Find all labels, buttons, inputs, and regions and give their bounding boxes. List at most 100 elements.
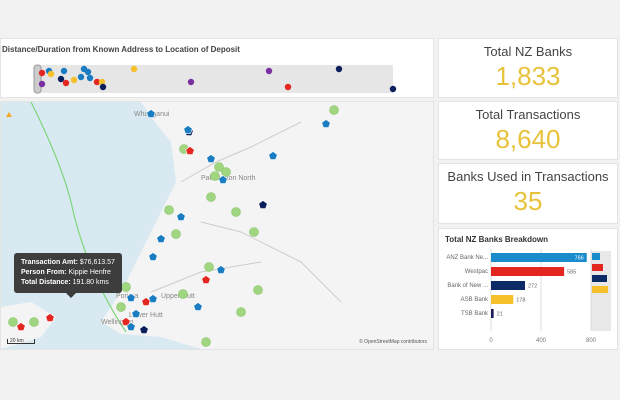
map-place-label: Palmerston North — [201, 175, 256, 182]
scatter-point[interactable] — [84, 68, 92, 76]
bank-marker[interactable] — [206, 192, 216, 202]
transaction-marker[interactable] — [268, 151, 278, 160]
transaction-marker[interactable] — [201, 275, 211, 284]
scatter-point[interactable] — [130, 65, 138, 73]
x-tick-label: 400 — [536, 338, 547, 344]
scatter-point[interactable] — [99, 83, 107, 91]
bar[interactable] — [491, 309, 494, 318]
map-tooltip: Transaction Amt: $76,613.57 Person From:… — [14, 253, 122, 298]
transaction-marker[interactable] — [321, 119, 331, 128]
transaction-marker[interactable] — [193, 302, 203, 311]
map-place-label: Lower Hutt — [129, 312, 163, 319]
distance-chart-panel: Distance/Duration from Known Address to … — [0, 38, 434, 98]
transaction-marker[interactable] — [121, 317, 131, 326]
bank-marker[interactable] — [236, 307, 246, 317]
category-label: Westpac — [465, 269, 488, 275]
category-label: ANZ Bank Ne... — [446, 255, 488, 261]
bank-marker[interactable] — [121, 282, 131, 292]
transaction-marker[interactable] — [218, 175, 228, 184]
scatter-track — [36, 65, 393, 93]
scatter-point[interactable] — [98, 78, 106, 86]
bank-marker[interactable] — [221, 167, 231, 177]
bar[interactable] — [491, 295, 514, 304]
bank-marker[interactable] — [8, 317, 18, 327]
scatter-point[interactable] — [265, 67, 273, 75]
scatter-point[interactable] — [77, 73, 85, 81]
bank-marker[interactable] — [329, 105, 339, 115]
scatter-point[interactable] — [38, 69, 46, 77]
data-label: 766 — [575, 256, 584, 262]
scatter-point[interactable] — [284, 83, 292, 91]
map-attribution[interactable]: © OpenStreetMap contributors — [359, 339, 427, 345]
distance-chart-title: Distance/Duration from Known Address to … — [2, 45, 240, 54]
scatter-point[interactable] — [389, 85, 397, 93]
bank-marker[interactable] — [116, 302, 126, 312]
range-handle[interactable] — [33, 64, 42, 94]
scatter-point[interactable] — [86, 74, 94, 82]
transaction-marker[interactable] — [148, 294, 158, 303]
data-label: 21 — [497, 312, 503, 318]
bar[interactable] — [491, 267, 565, 276]
map-place-label: Wellington — [101, 319, 134, 326]
transaction-marker[interactable] — [206, 154, 216, 163]
minimap-bar — [592, 264, 603, 271]
bank-marker[interactable] — [253, 285, 263, 295]
kpi-total-transactions: Total Transactions 8,640 — [438, 101, 618, 160]
transaction-marker[interactable] — [148, 252, 158, 261]
bank-marker[interactable] — [164, 205, 174, 215]
transaction-marker[interactable] — [258, 200, 268, 209]
bank-marker[interactable] — [201, 337, 211, 347]
bank-marker[interactable] — [249, 227, 259, 237]
warning-icon[interactable] — [6, 112, 12, 117]
category-label: Bank of New ... — [447, 283, 488, 289]
category-label: ASB Bank — [461, 297, 489, 303]
bank-marker[interactable] — [231, 207, 241, 217]
transaction-marker[interactable] — [131, 309, 141, 318]
bar[interactable] — [491, 253, 587, 262]
bank-marker[interactable] — [210, 171, 220, 181]
minimap-bar — [592, 253, 600, 260]
map-scale: 20 km — [7, 339, 35, 344]
transaction-marker[interactable] — [216, 265, 226, 274]
scatter-point[interactable] — [47, 70, 55, 78]
scatter-point[interactable] — [57, 75, 65, 83]
bank-marker[interactable] — [29, 317, 39, 327]
transaction-marker[interactable] — [185, 146, 195, 155]
breakdown-bar-chart[interactable]: 0 400 800 ANZ Bank Ne... 766 Westpac 585 Bank o… — [439, 229, 617, 349]
transaction-marker[interactable] — [183, 125, 193, 134]
transaction-marker[interactable] — [16, 322, 26, 331]
tooltip-person: Kippie Henfre — [68, 269, 111, 276]
distance-scatter[interactable] — [1, 39, 433, 97]
scatter-point[interactable] — [38, 80, 46, 88]
breakdown-title: Total NZ Banks Breakdown — [445, 235, 548, 244]
transaction-marker[interactable] — [156, 234, 166, 243]
scatter-point[interactable] — [335, 65, 343, 73]
route-line — [30, 102, 127, 333]
transaction-marker[interactable] — [126, 322, 136, 331]
bank-marker[interactable] — [214, 162, 224, 172]
map-place-label: Upper Hutt — [161, 293, 195, 300]
land-south-island — [1, 302, 56, 349]
scatter-point[interactable] — [93, 78, 101, 86]
breakdown-chart-panel: Total NZ Banks Breakdown 0 400 800 ANZ Bank… — [438, 228, 618, 350]
transaction-marker[interactable] — [176, 212, 186, 221]
transaction-marker[interactable] — [146, 109, 156, 118]
bank-marker[interactable] — [204, 262, 214, 272]
land-north-island — [101, 102, 433, 349]
bank-marker[interactable] — [178, 289, 188, 299]
tooltip-amount: $76,613.57 — [79, 259, 115, 266]
scatter-point[interactable] — [60, 67, 68, 75]
transaction-marker[interactable] — [45, 313, 55, 322]
data-label: 585 — [567, 270, 576, 276]
data-label: 272 — [528, 284, 537, 290]
transaction-marker[interactable] — [139, 325, 149, 334]
tooltip-distance: 191.80 kms — [72, 279, 109, 286]
scatter-point[interactable] — [70, 76, 78, 84]
scatter-point[interactable] — [62, 79, 70, 87]
transaction-marker[interactable] — [126, 293, 136, 302]
scatter-point[interactable] — [187, 78, 195, 86]
bar[interactable] — [491, 281, 525, 290]
bank-marker[interactable] — [171, 229, 181, 239]
